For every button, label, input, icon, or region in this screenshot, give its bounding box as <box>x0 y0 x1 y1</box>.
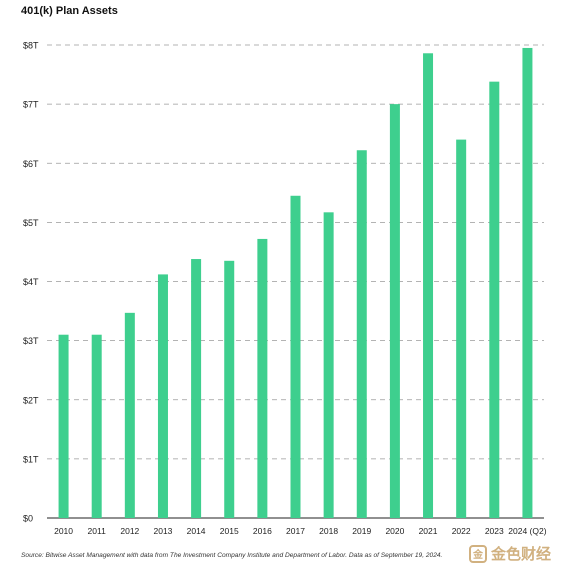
y-tick-label: $7T <box>23 100 39 110</box>
source-note: Source: Bitwise Asset Management with da… <box>21 552 443 559</box>
bar <box>191 259 202 518</box>
bar <box>124 312 135 518</box>
x-tick-label: 2013 <box>154 526 173 536</box>
bar <box>356 150 367 518</box>
bar <box>257 238 268 518</box>
bar <box>290 195 301 519</box>
bar <box>157 274 168 518</box>
bar <box>456 139 467 518</box>
y-tick-label: $6T <box>23 159 39 169</box>
watermark: 金 金色财经 <box>468 543 551 564</box>
bar <box>323 212 334 519</box>
x-tick-label: 2022 <box>452 526 471 536</box>
bar <box>224 260 235 518</box>
chart-title: 401(k) Plan Assets <box>21 5 118 17</box>
y-tick-label: $3T <box>23 336 39 346</box>
y-tick-label: $2T <box>23 395 39 405</box>
y-tick-label: $4T <box>23 277 39 287</box>
x-tick-label: 2015 <box>220 526 239 536</box>
bar <box>58 334 69 518</box>
x-tick-label: 2018 <box>319 526 338 536</box>
bar <box>522 47 533 519</box>
x-tick-label: 2011 <box>88 526 107 536</box>
watermark-text: 金色财经 <box>490 546 551 563</box>
bar <box>423 53 434 519</box>
x-tick-label: 2023 <box>485 526 504 536</box>
x-tick-label: 2014 <box>187 526 206 536</box>
x-tick-label: 2016 <box>253 526 272 536</box>
x-tick-label: 2021 <box>419 526 438 536</box>
y-tick-label: $5T <box>23 218 39 228</box>
bar <box>91 334 102 518</box>
x-tick-label: 2012 <box>120 526 139 536</box>
bar <box>489 81 500 518</box>
y-tick-label: $0 <box>23 514 33 524</box>
coin-logo-icon: 金 <box>468 544 487 563</box>
y-tick-label: $1T <box>23 454 39 464</box>
x-tick-label: 2019 <box>352 526 371 536</box>
x-tick-label: 2010 <box>54 526 73 536</box>
y-tick-label: $8T <box>23 41 39 51</box>
bar <box>389 104 400 518</box>
x-tick-label: 2024 (Q2) <box>508 526 546 536</box>
x-tick-label: 2020 <box>385 526 404 536</box>
x-tick-label: 2017 <box>286 526 305 536</box>
